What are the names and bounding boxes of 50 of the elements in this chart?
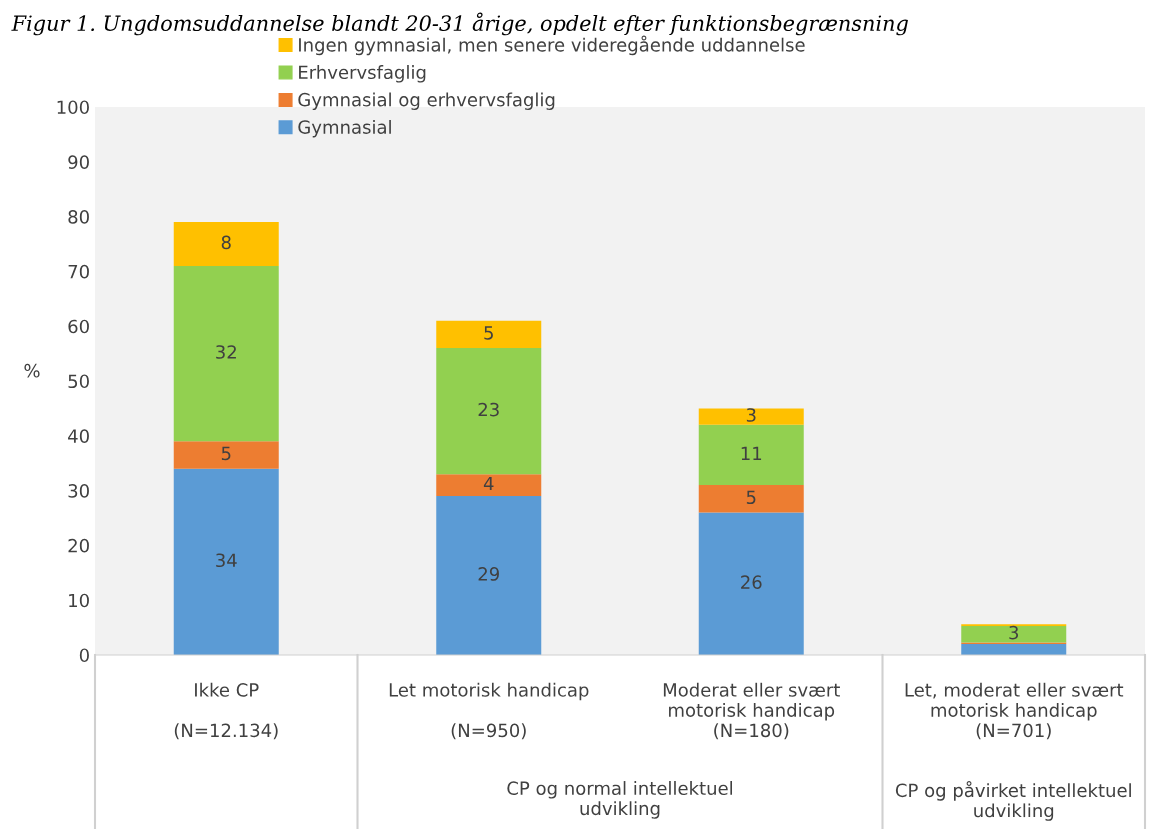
y-tick-label: 70: [68, 264, 89, 279]
bar: [173, 265, 279, 442]
data-label: 4: [483, 476, 494, 491]
bar: [436, 474, 542, 497]
x-tick-label: Moderat eller svært motorisk handicap (N=180): [663, 682, 840, 740]
bar: [961, 625, 1067, 643]
bar: [173, 468, 279, 655]
text: CP og påvirket intellektuel udvikling: [895, 781, 1131, 821]
bar: [698, 424, 804, 486]
data-label: 5: [746, 490, 756, 505]
bar: [436, 496, 542, 655]
bar: [698, 485, 804, 513]
y-tick-label: 50: [68, 374, 89, 389]
y-tick-label: 40: [68, 429, 89, 443]
data-label: 34: [216, 553, 237, 568]
bar: [698, 408, 804, 425]
legend-label: Gymnasial: [298, 119, 391, 138]
bar: [173, 441, 279, 469]
data-label: 29: [478, 567, 499, 581]
legend-label: Gymnasial og erhvervsfaglig: [298, 92, 555, 110]
y-tick-label: 60: [68, 319, 89, 334]
y-tick-label: 0: [79, 648, 89, 663]
text: CP og normal intellektuel udvikling: [507, 781, 732, 819]
bar: [961, 644, 1067, 655]
data-label: 5: [221, 446, 231, 461]
data-label: 32: [216, 345, 236, 359]
category-label: Let motorisk handicap (N=950): [389, 682, 589, 740]
y-tick-label: 100: [57, 100, 89, 115]
y-tick-label: 30: [68, 484, 89, 498]
y-tick-label: 10: [69, 593, 89, 608]
category-label: Ikke CP (N=12.134): [174, 682, 278, 740]
data-label: 26: [741, 575, 762, 589]
legend-label: Ingen gymnasial, men senere videregående uddannelse: [299, 35, 805, 56]
y-tick-label: 80: [68, 210, 89, 224]
data-label: 8: [221, 235, 231, 250]
x-tick-label: Let, moderat eller svært motorisk handicap (N=701): [905, 682, 1124, 740]
chart-title: Figur 1. Ungdomsuddannelse blandt 20-31 årige, opdelt efter funktionsbegrænsning: [11, 12, 908, 36]
data-label: 3: [746, 408, 756, 422]
y-axis-title: %: [24, 363, 40, 378]
bar: [698, 512, 804, 655]
data-label: 3: [1009, 625, 1019, 640]
bar: [436, 348, 542, 475]
bar: [173, 222, 279, 266]
y-tick-label: 90: [68, 155, 89, 169]
data-label: 5: [484, 326, 493, 340]
legend-label: Erhvervsfaglig: [299, 65, 426, 83]
y-tick-label: 20: [68, 538, 89, 553]
data-label: 23: [478, 402, 499, 417]
data-label: 11: [741, 446, 762, 460]
bar: [436, 320, 542, 349]
